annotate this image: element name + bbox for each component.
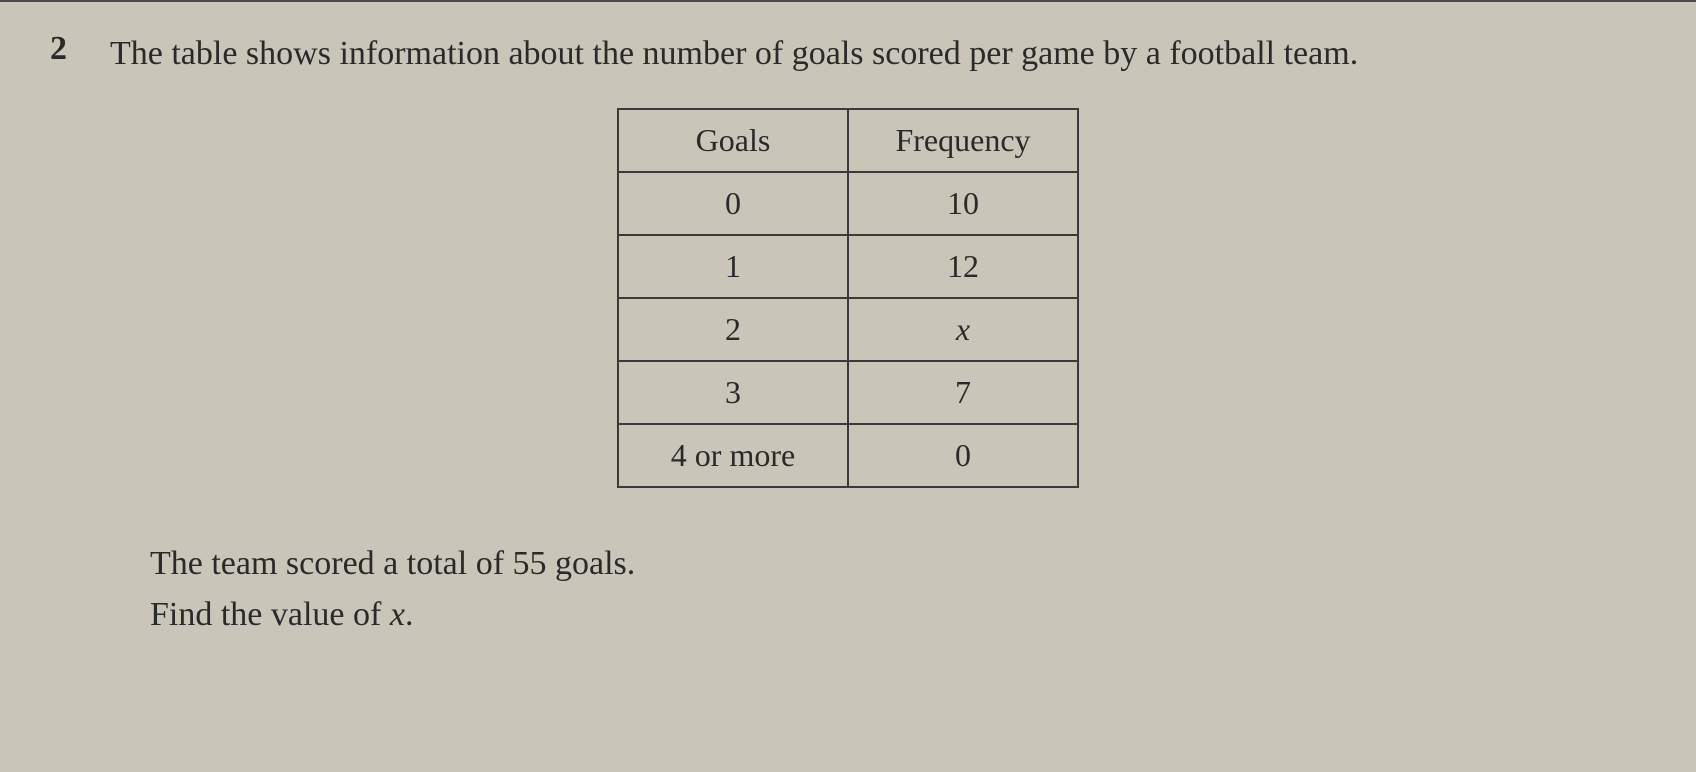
cell-frequency: 10 bbox=[848, 172, 1078, 235]
cell-frequency: 12 bbox=[848, 235, 1078, 298]
frequency-table: Goals Frequency 0 10 1 12 2 x 3 bbox=[617, 108, 1079, 488]
header-frequency: Frequency bbox=[848, 109, 1078, 172]
table-row: 0 10 bbox=[618, 172, 1078, 235]
cell-goals: 1 bbox=[618, 235, 848, 298]
page-content: 2 The table shows information about the … bbox=[0, 0, 1696, 670]
problem-statement: The team scored a total of 55 goals. Fin… bbox=[150, 538, 1646, 640]
statement-prefix: Find the value of bbox=[150, 596, 390, 633]
cell-goals: 2 bbox=[618, 298, 848, 361]
table-row: 3 7 bbox=[618, 361, 1078, 424]
question-row: 2 The table shows information about the … bbox=[50, 30, 1646, 78]
page-top-border bbox=[0, 0, 1696, 2]
cell-goals: 0 bbox=[618, 172, 848, 235]
cell-goals: 4 or more bbox=[618, 424, 848, 487]
question-text: The table shows information about the nu… bbox=[110, 30, 1358, 78]
cell-goals: 3 bbox=[618, 361, 848, 424]
statement-variable: x bbox=[390, 596, 405, 633]
table-row: 1 12 bbox=[618, 235, 1078, 298]
cell-frequency-variable: x bbox=[848, 298, 1078, 361]
statement-line-2: Find the value of x. bbox=[150, 589, 1646, 640]
table-container: Goals Frequency 0 10 1 12 2 x 3 bbox=[50, 108, 1646, 488]
statement-line-1: The team scored a total of 55 goals. bbox=[150, 538, 1646, 589]
header-goals: Goals bbox=[618, 109, 848, 172]
table-row: 2 x bbox=[618, 298, 1078, 361]
question-number: 2 bbox=[50, 30, 80, 68]
cell-frequency: 7 bbox=[848, 361, 1078, 424]
cell-frequency: 0 bbox=[848, 424, 1078, 487]
table-header-row: Goals Frequency bbox=[618, 109, 1078, 172]
table-row: 4 or more 0 bbox=[618, 424, 1078, 487]
statement-suffix: . bbox=[405, 596, 414, 633]
